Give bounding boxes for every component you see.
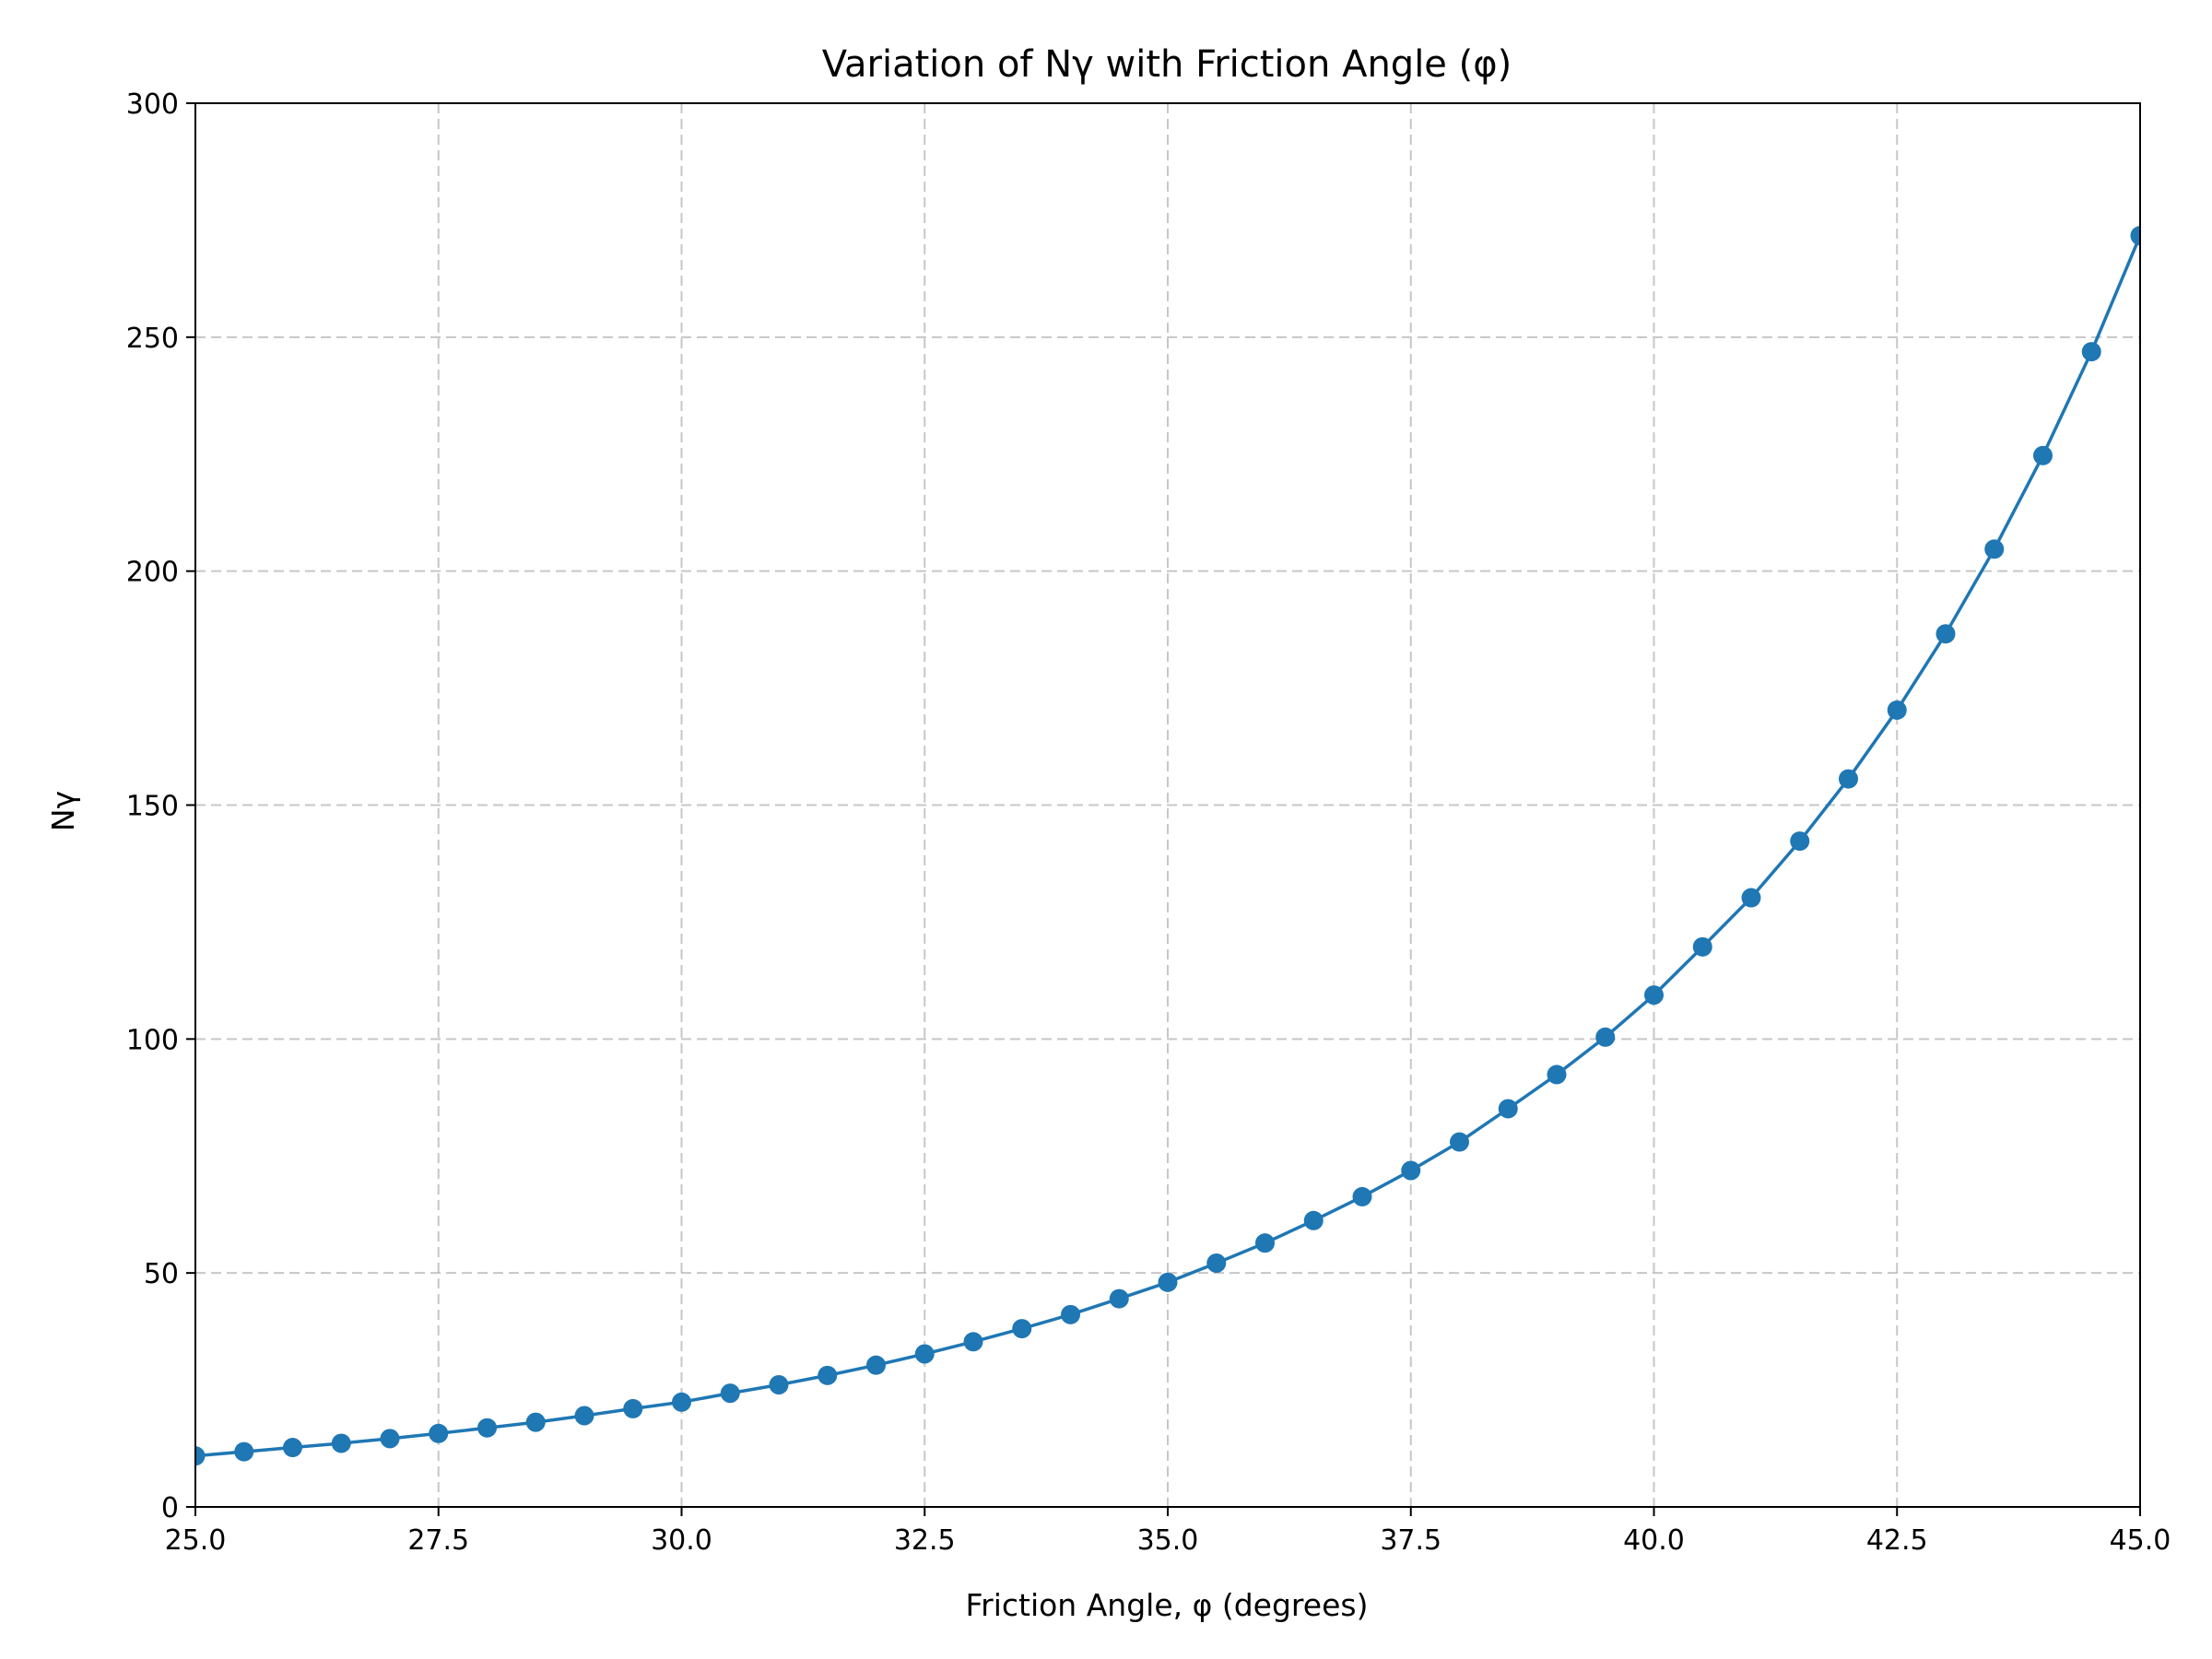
x-tick-label: 35.0 (1137, 1524, 1199, 1557)
data-point (720, 1383, 740, 1404)
data-point (672, 1392, 691, 1412)
x-tick-label: 45.0 (2110, 1524, 2171, 1557)
data-point (1401, 1160, 1421, 1181)
x-tick-label: 27.5 (407, 1524, 469, 1557)
chart-title: Variation of Nγ with Friction Angle (φ) (822, 43, 1512, 86)
data-point (1158, 1272, 1178, 1292)
data-point (866, 1355, 886, 1375)
y-tick-label: 150 (126, 791, 179, 823)
x-tick-label: 42.5 (1866, 1524, 1928, 1557)
y-tick-label: 200 (126, 557, 179, 589)
y-axis-title: Nγ (45, 791, 81, 831)
data-point (234, 1441, 254, 1462)
data-point (2033, 445, 2053, 465)
data-point (477, 1418, 497, 1438)
data-point (1547, 1065, 1567, 1085)
data-point (1012, 1319, 1032, 1339)
data-point (1839, 769, 1858, 789)
data-point (963, 1332, 983, 1352)
x-tick-label: 30.0 (651, 1524, 712, 1557)
data-point (2130, 226, 2140, 246)
data-point (1109, 1288, 1129, 1309)
data-point (331, 1433, 351, 1453)
data-point (1887, 700, 1907, 720)
x-tick-label: 40.0 (1623, 1524, 1685, 1557)
y-tick-label: 50 (144, 1258, 179, 1290)
x-tick-label: 32.5 (894, 1524, 956, 1557)
data-point (623, 1398, 643, 1418)
axis-ticks: 25.0 27.5 30.0 32.5 35.0 37.5 40.0 42.5 45.0 0 50 1… (126, 88, 2171, 1557)
data-point (429, 1423, 449, 1443)
data-point (1644, 985, 1664, 1006)
data-point (1595, 1027, 1616, 1047)
data-point (1255, 1233, 1275, 1253)
x-axis-title: Friction Angle, φ (degrees) (966, 1587, 1369, 1623)
data-point (1352, 1186, 1372, 1206)
data-point (818, 1365, 838, 1385)
data-point (1303, 1210, 1324, 1230)
data-point (1984, 539, 2005, 559)
data-point (1936, 624, 1956, 644)
data-point (525, 1412, 546, 1432)
data-point (1061, 1304, 1080, 1324)
data-point (2081, 342, 2101, 362)
x-tick-label: 25.0 (165, 1524, 227, 1557)
y-tick-label: 300 (126, 88, 179, 121)
data-point (1790, 831, 1810, 852)
data-point (1692, 936, 1712, 957)
data-point (380, 1429, 400, 1449)
data-point (1206, 1253, 1227, 1274)
x-tick-label: 37.5 (1380, 1524, 1441, 1557)
data-point (1450, 1132, 1469, 1152)
data-point (1741, 888, 1761, 908)
data-point (769, 1374, 789, 1394)
y-tick-label: 100 (126, 1024, 179, 1056)
y-tick-label: 250 (126, 323, 179, 355)
data-point (914, 1344, 935, 1364)
y-tick-label: 0 (161, 1492, 179, 1524)
data-point (283, 1438, 302, 1458)
data-point (574, 1406, 594, 1426)
data-series (195, 226, 2140, 1466)
data-point (1498, 1099, 1518, 1119)
data-point (195, 1446, 206, 1466)
